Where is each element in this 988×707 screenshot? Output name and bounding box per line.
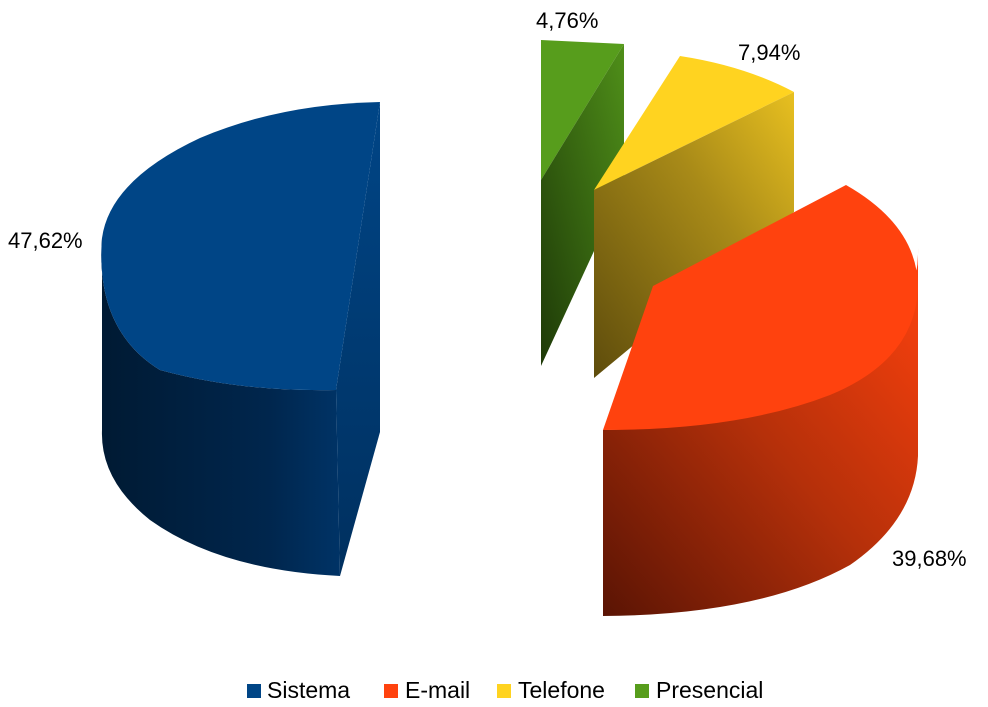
- slice-email: [603, 185, 919, 616]
- slice-label-presencial: 4,76%: [536, 8, 598, 33]
- slice-presencial-face: [541, 44, 624, 366]
- slice-presencial: [541, 40, 624, 366]
- slice-sistema: [101, 102, 380, 576]
- slice-telefone-face: [594, 92, 794, 378]
- slice-telefone: [594, 56, 794, 378]
- slice-telefone-top: [594, 56, 794, 190]
- slice-email-top: [603, 185, 918, 430]
- legend-swatch-presencial: [635, 684, 649, 698]
- legend-swatch-telefone: [497, 684, 511, 698]
- legend: Sistema E-mail Telefone Presencial: [247, 677, 763, 703]
- legend-swatch-email: [384, 684, 398, 698]
- slice-label-telefone: 7,94%: [738, 40, 800, 65]
- slice-sistema-side: [101, 238, 340, 576]
- legend-label-telefone: Telefone: [518, 677, 605, 703]
- legend-swatch-sistema: [247, 684, 261, 698]
- slice-email-side: [603, 248, 919, 616]
- legend-label-email: E-mail: [405, 677, 470, 703]
- slice-presencial-top: [541, 40, 624, 180]
- slice-sistema-cut: [336, 102, 380, 576]
- slice-label-sistema: 47,62%: [8, 228, 83, 253]
- legend-label-sistema: Sistema: [267, 677, 350, 703]
- slice-sistema-top: [101, 102, 380, 391]
- legend-label-presencial: Presencial: [656, 677, 763, 703]
- slice-label-email: 39,68%: [892, 546, 967, 571]
